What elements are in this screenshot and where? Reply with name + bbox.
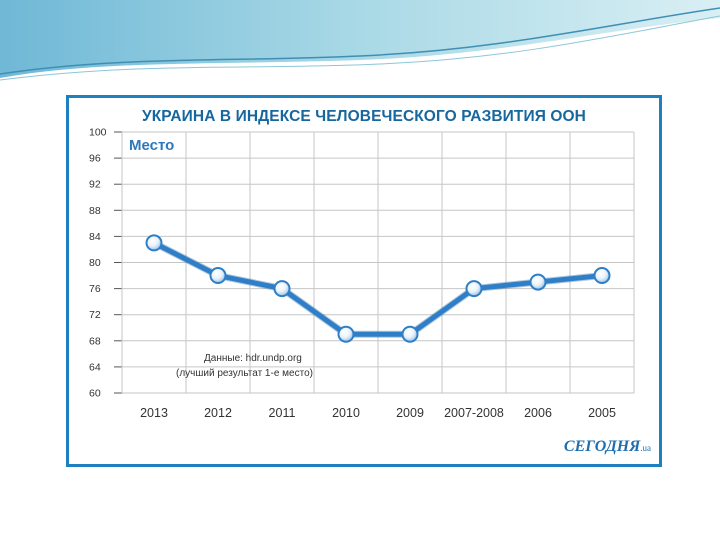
- y-tick-label: 92: [89, 179, 101, 191]
- x-tick-label: 2012: [204, 406, 232, 420]
- y-tick-label: 64: [89, 361, 101, 373]
- x-tick-label: 2006: [524, 406, 552, 420]
- data-point: [273, 280, 291, 298]
- data-point: [145, 234, 163, 252]
- x-tick-label: 2005: [588, 406, 616, 420]
- y-tick-label: 60: [89, 388, 101, 400]
- y-tick-label: 100: [89, 127, 107, 139]
- line-chart: 100 96 92 88 84 80 76 72 68 64 60 2013 2012 2011 2010 2…: [89, 127, 635, 420]
- y-tick-label: 72: [89, 309, 101, 321]
- y-tick-label: 80: [89, 257, 101, 269]
- y-tick-label: 76: [89, 283, 101, 295]
- y-tick-label: 68: [89, 335, 101, 347]
- x-tick-label: 2013: [140, 406, 168, 420]
- data-point: [593, 267, 611, 285]
- source-note: Данные: hdr.undp.org: [204, 353, 302, 364]
- logo-text: СЕГОДНЯ: [563, 438, 641, 455]
- x-tick-label: 2011: [269, 406, 296, 420]
- data-point: [529, 273, 547, 291]
- series-line: [151, 240, 605, 337]
- data-point: [401, 325, 419, 343]
- y-tick-label: 88: [89, 205, 101, 217]
- y-axis-label: Место: [129, 137, 175, 154]
- x-tick-label: 2007-2008: [444, 406, 504, 420]
- best-result-note: (лучший результат 1-е место): [176, 368, 313, 379]
- chart-title: УКРАИНА В ИНДЕКСЕ ЧЕЛОВЕЧЕСКОГО РАЗВИТИЯ…: [142, 108, 586, 125]
- x-tick-label: 2009: [396, 406, 424, 420]
- data-point: [209, 267, 227, 285]
- y-tick-label: 84: [89, 231, 101, 243]
- segodnya-logo: СЕГОДНЯ.ua: [564, 438, 651, 456]
- logo-suffix: .ua: [640, 443, 651, 453]
- data-point: [465, 280, 483, 298]
- data-point: [337, 325, 355, 343]
- chart-panel: УКРАИНА В ИНДЕКСЕ ЧЕЛОВЕЧЕСКОГО РАЗВИТИЯ…: [66, 95, 662, 467]
- decorative-wave-header: [0, 0, 720, 81]
- x-tick-label: 2010: [332, 406, 360, 420]
- y-tick-label: 96: [89, 153, 101, 165]
